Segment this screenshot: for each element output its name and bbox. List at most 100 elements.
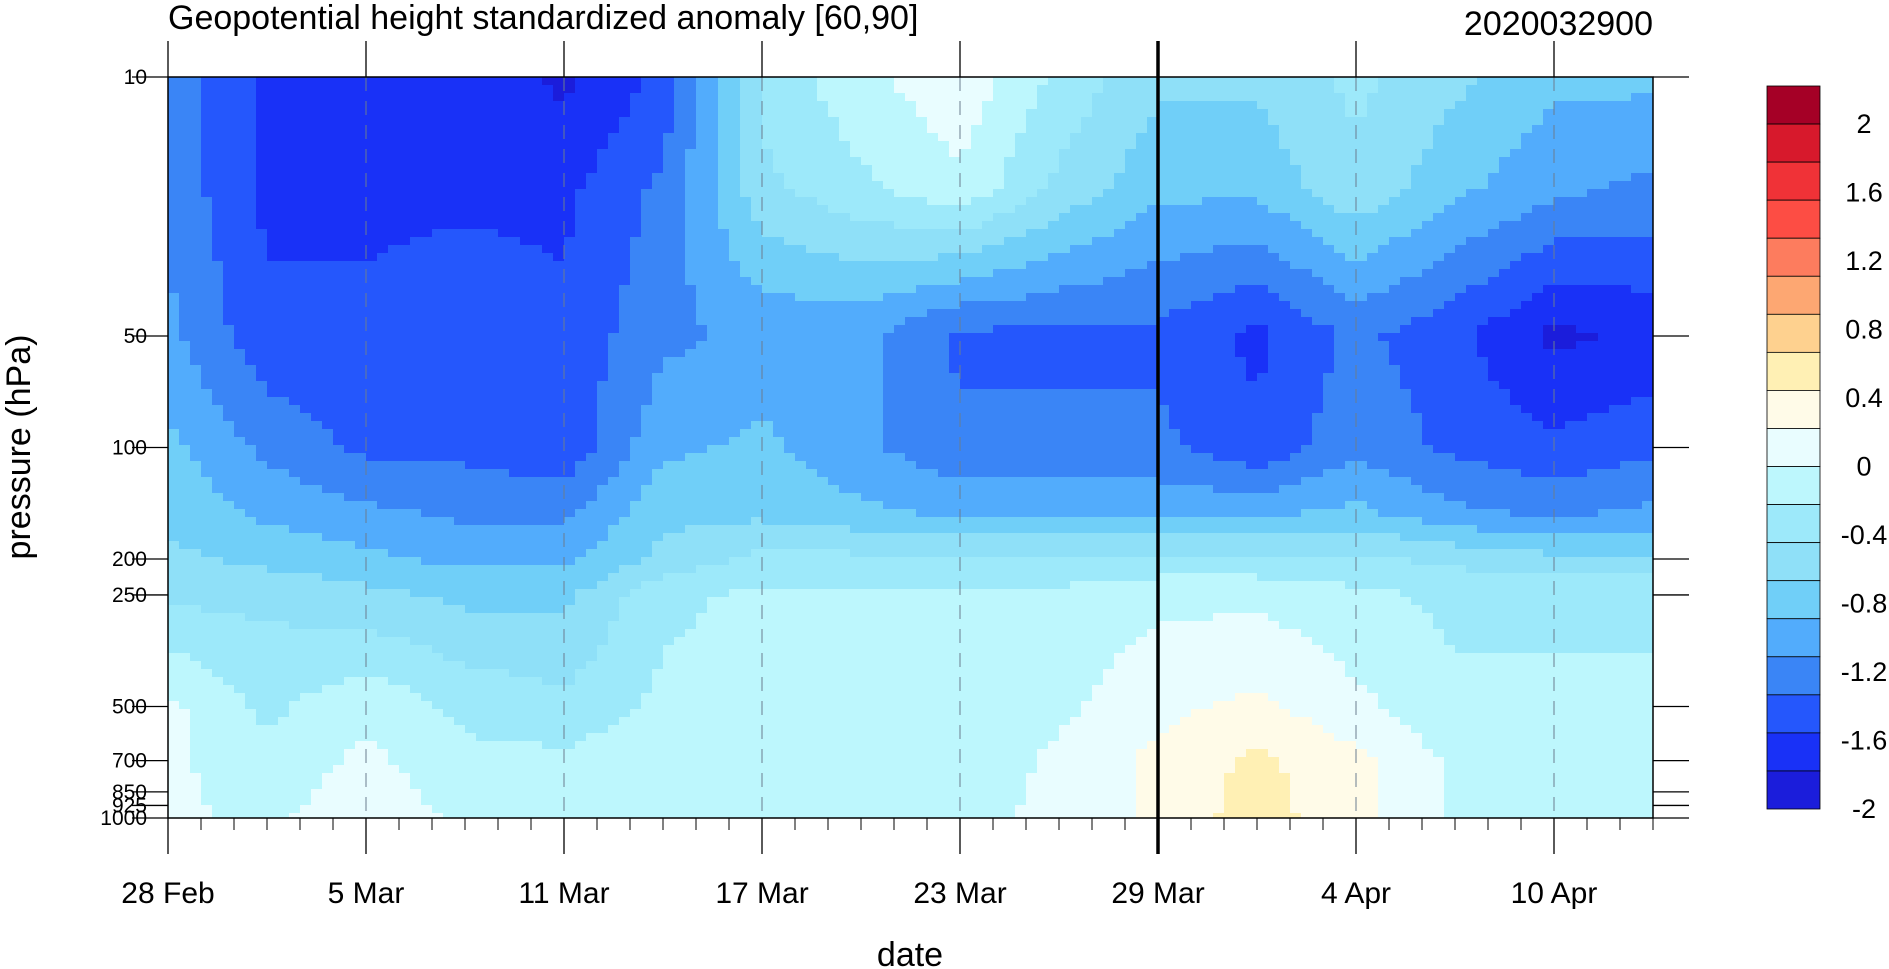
contour-cell	[322, 333, 334, 342]
contour-cell	[531, 613, 543, 622]
contour-cell	[531, 533, 543, 542]
contour-cell	[421, 317, 433, 326]
contour-cell	[410, 541, 422, 550]
contour-cell	[311, 421, 323, 430]
contour-cell	[729, 621, 741, 630]
contour-cell	[586, 77, 598, 86]
contour-cell	[619, 213, 631, 222]
contour-cell	[674, 117, 686, 126]
contour-cell	[245, 365, 257, 374]
contour-cell	[443, 597, 455, 606]
contour-cell	[740, 389, 752, 398]
contour-cell	[190, 181, 202, 190]
contour-cell	[487, 149, 499, 158]
contour-cell	[564, 525, 576, 534]
contour-cell	[399, 141, 411, 150]
contour-cell	[707, 549, 719, 558]
contour-cell	[454, 477, 466, 486]
contour-cell	[597, 141, 609, 150]
contour-cell	[245, 141, 257, 150]
contour-cell	[476, 757, 488, 766]
contour-cell	[608, 781, 620, 790]
contour-cell	[575, 757, 587, 766]
contour-cell	[333, 397, 345, 406]
contour-cell	[476, 165, 488, 174]
contour-cell	[366, 413, 378, 422]
contour-cell	[575, 685, 587, 694]
contour-cell	[740, 317, 752, 326]
contour-cell	[586, 133, 598, 142]
contour-cell	[256, 701, 268, 710]
contour-cell	[399, 637, 411, 646]
contour-cell	[179, 509, 191, 518]
contour-cell	[212, 749, 224, 758]
contour-cell	[399, 109, 411, 118]
contour-cell	[608, 365, 620, 374]
contour-cell	[674, 693, 686, 702]
contour-cell	[267, 469, 279, 478]
contour-cell	[553, 781, 565, 790]
contour-cell	[267, 693, 279, 702]
contour-cell	[399, 437, 411, 446]
contour-cell	[520, 237, 532, 246]
contour-cell	[531, 157, 543, 166]
contour-cell	[333, 373, 345, 382]
contour-cell	[421, 437, 433, 446]
contour-cell	[476, 509, 488, 518]
contour-cell	[168, 781, 180, 790]
contour-cell	[278, 517, 290, 526]
contour-cell	[641, 677, 653, 686]
contour-cell	[212, 437, 224, 446]
contour-cell	[300, 805, 312, 814]
contour-cell	[498, 149, 510, 158]
contour-cell	[344, 437, 356, 446]
contour-cell	[564, 365, 576, 374]
contour-cell	[465, 189, 477, 198]
contour-cell	[256, 365, 268, 374]
contour-cell	[223, 181, 235, 190]
contour-cell	[344, 765, 356, 774]
contour-cell	[179, 797, 191, 806]
contour-cell	[223, 453, 235, 462]
contour-cell	[201, 525, 213, 534]
contour-cell	[652, 717, 664, 726]
contour-cell	[597, 461, 609, 470]
contour-cell	[685, 573, 697, 582]
contour-cell	[597, 781, 609, 790]
contour-cell	[454, 717, 466, 726]
contour-cell	[586, 333, 598, 342]
contour-cell	[190, 413, 202, 422]
contour-cell	[289, 413, 301, 422]
contour-cell	[751, 173, 763, 182]
contour-cell	[311, 501, 323, 510]
contour-cell	[267, 445, 279, 454]
contour-cell	[751, 421, 763, 430]
contour-cell	[322, 149, 334, 158]
contour-cell	[267, 733, 279, 742]
contour-cell	[597, 181, 609, 190]
contour-cell	[553, 245, 565, 254]
contour-cell	[223, 661, 235, 670]
contour-cell	[300, 813, 312, 818]
contour-cell	[465, 85, 477, 94]
contour-cell	[509, 341, 521, 350]
contour-cell	[740, 173, 752, 182]
contour-cell	[454, 805, 466, 814]
contour-cell	[707, 581, 719, 590]
contour-cell	[564, 605, 576, 614]
contour-cell	[564, 333, 576, 342]
contour-cell	[685, 653, 697, 662]
contour-cell	[465, 373, 477, 382]
contour-cell	[366, 661, 378, 670]
contour-cell	[575, 109, 587, 118]
contour-cell	[509, 213, 521, 222]
contour-cell	[663, 245, 675, 254]
contour-cell	[201, 149, 213, 158]
contour-cell	[201, 717, 213, 726]
contour-cell	[300, 621, 312, 630]
contour-cell	[740, 117, 752, 126]
contour-cell	[553, 349, 565, 358]
contour-cell	[751, 589, 763, 598]
contour-cell	[432, 477, 444, 486]
contour-cell	[729, 461, 741, 470]
